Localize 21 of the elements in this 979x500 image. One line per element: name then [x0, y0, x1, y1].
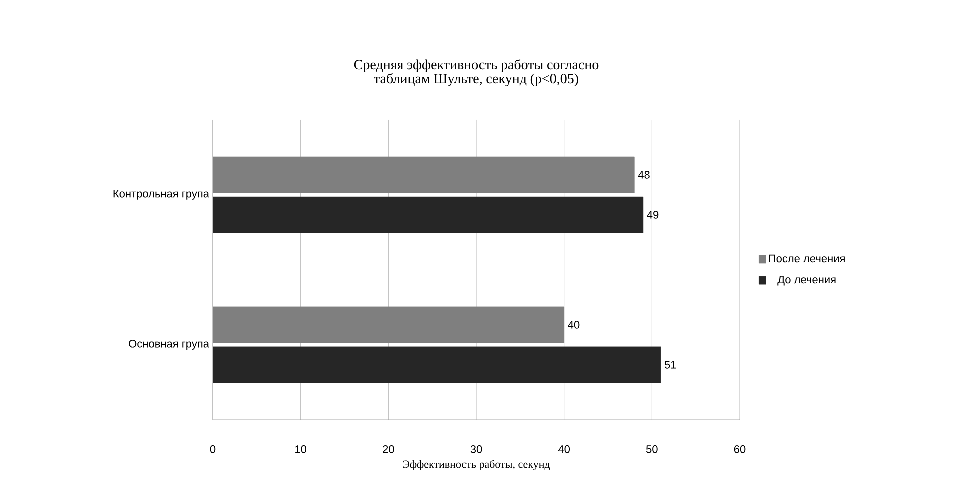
bar — [213, 156, 635, 194]
y-tick-label: Контрольная група — [114, 190, 210, 200]
x-tick-label: 0 — [210, 446, 216, 454]
data-label: 48 — [638, 171, 650, 179]
data-label: 49 — [647, 211, 659, 219]
x-axis-title: Эффективность работы, секунд — [403, 460, 550, 470]
bar — [213, 306, 565, 344]
y-tick-label: Основная група — [129, 340, 210, 350]
x-tick-label: 40 — [558, 446, 570, 454]
x-tick-label: 10 — [296, 446, 307, 454]
legend-label: До лечения — [778, 276, 836, 286]
chart-title: Средняя эффективность работы согласно таблицам Шульте, секунд (p<0,05) — [354, 59, 599, 86]
x-tick-label: 30 — [470, 446, 482, 454]
bar — [213, 346, 662, 384]
bar — [213, 196, 644, 234]
legend-label: После лечения — [769, 254, 845, 263]
data-label: 51 — [664, 361, 676, 369]
x-tick-label: 60 — [734, 446, 746, 454]
x-tick-label: 50 — [646, 446, 658, 454]
x-tick-label: 20 — [383, 446, 394, 454]
data-label: 40 — [568, 321, 580, 329]
